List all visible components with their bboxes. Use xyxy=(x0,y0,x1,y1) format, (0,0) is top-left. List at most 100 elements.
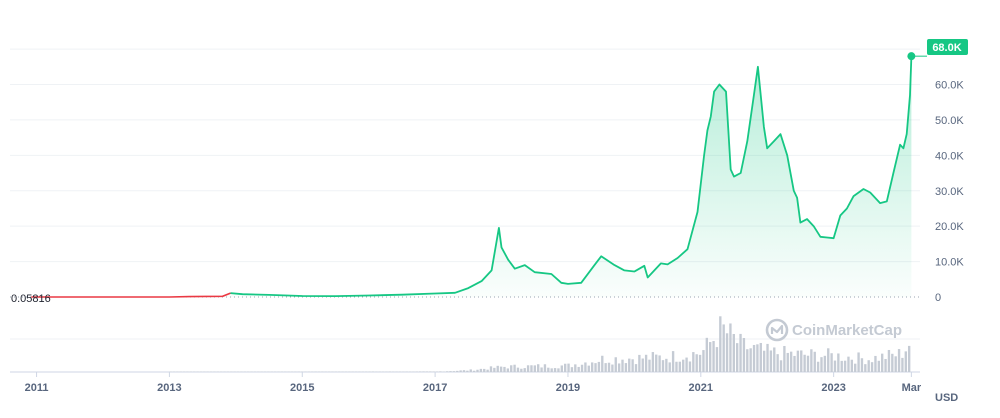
volume-bar xyxy=(628,359,630,372)
volume-bar xyxy=(888,350,890,372)
current-price-label: 68.0K xyxy=(932,42,961,54)
volume-bar xyxy=(470,369,472,372)
volume-bar xyxy=(716,347,718,372)
volume-bar xyxy=(426,371,428,372)
volume-bar xyxy=(874,356,876,372)
volume-bar xyxy=(594,363,596,372)
volume-bar xyxy=(891,354,893,372)
volume-bar xyxy=(905,351,907,372)
volume-bar xyxy=(422,371,424,372)
volume-bar xyxy=(766,344,768,372)
volume-bar xyxy=(524,368,526,372)
volume-bar xyxy=(618,363,620,372)
volume-bar xyxy=(490,366,492,372)
volume-bar xyxy=(436,371,438,372)
volume-bar xyxy=(429,371,431,372)
volume-bar xyxy=(746,349,748,372)
volume-bar xyxy=(584,362,586,372)
volume-bar xyxy=(483,369,485,372)
y-tick-label: 60.0K xyxy=(935,80,964,92)
volume-bar xyxy=(712,341,714,372)
volume-bar xyxy=(790,352,792,372)
volume-bar xyxy=(780,360,782,372)
volume-bar xyxy=(557,368,559,372)
volume-bar xyxy=(520,369,522,372)
watermark-text: CoinMarketCap xyxy=(792,322,902,339)
volume-bar xyxy=(834,361,836,372)
volume-bar xyxy=(648,360,650,372)
watermark: CoinMarketCap xyxy=(767,320,902,340)
volume-bar xyxy=(827,348,829,372)
volume-bar xyxy=(503,367,505,372)
volume-bar xyxy=(662,360,664,372)
volume-bar xyxy=(544,364,546,372)
volume-bar xyxy=(699,355,701,372)
volume-bar xyxy=(480,369,482,372)
volume-bar xyxy=(685,358,687,372)
volume-bar xyxy=(753,345,755,372)
volume-bar xyxy=(591,362,593,372)
volume-bar xyxy=(763,351,765,372)
y-tick-label: 40.0K xyxy=(935,150,964,162)
volume-bar xyxy=(736,343,738,372)
volume-bar xyxy=(601,356,603,372)
volume-bar xyxy=(419,371,421,372)
volume-bar xyxy=(510,365,512,372)
volume-bar xyxy=(449,371,451,372)
volume-bar xyxy=(783,346,785,372)
volume-bar xyxy=(604,363,606,372)
volume-bar xyxy=(814,352,816,372)
x-tick-label: Mar xyxy=(902,382,922,394)
volume-bar xyxy=(854,364,856,372)
volume-bar xyxy=(567,364,569,372)
volume-bar xyxy=(719,316,721,372)
volume-bar xyxy=(878,361,880,372)
volume-bar xyxy=(631,359,633,372)
volume-bar xyxy=(530,365,532,372)
volume-bar xyxy=(432,371,434,372)
volume-bar xyxy=(497,366,499,372)
volume-bar xyxy=(884,359,886,372)
volume-bar xyxy=(665,359,667,372)
price-line-early xyxy=(31,293,230,297)
volume-bar xyxy=(908,346,910,372)
y-tick-label: 0 xyxy=(935,292,941,304)
volume-bar xyxy=(463,370,465,372)
current-price-badge: 68.0K xyxy=(927,39,968,55)
volume-bar xyxy=(696,354,698,372)
volume-bar xyxy=(675,362,677,372)
currency-unit-label: USD xyxy=(935,392,958,404)
volume-bar xyxy=(652,352,654,372)
x-tick-label: 2017 xyxy=(423,382,447,394)
volume-bar xyxy=(540,367,542,372)
volume-bar xyxy=(459,370,461,372)
volume-bar xyxy=(561,365,563,372)
volume-bar xyxy=(554,368,556,372)
volume-bar xyxy=(770,350,772,372)
volume-bar xyxy=(881,354,883,372)
volume-bar xyxy=(534,365,536,372)
volume-bar xyxy=(416,371,418,372)
volume-bar xyxy=(797,351,799,372)
volume-bar xyxy=(473,371,475,372)
volume-bar xyxy=(851,360,853,372)
volume-bar xyxy=(621,360,623,372)
volume-bar xyxy=(868,360,870,372)
x-tick-label: 2013 xyxy=(157,382,181,394)
volume-bar xyxy=(466,371,468,372)
volume-bar xyxy=(547,368,549,372)
price-area-fill xyxy=(31,56,911,297)
volume-bar xyxy=(507,368,509,372)
volume-bar xyxy=(486,370,488,372)
volume-bar xyxy=(453,371,455,372)
volume-bar xyxy=(551,368,553,372)
volume-bar xyxy=(709,342,711,372)
y-tick-label: 50.0K xyxy=(935,115,964,127)
volume-bar xyxy=(898,349,900,372)
price-area xyxy=(31,56,911,297)
volume-bar xyxy=(608,363,610,372)
volume-bar xyxy=(655,355,657,372)
